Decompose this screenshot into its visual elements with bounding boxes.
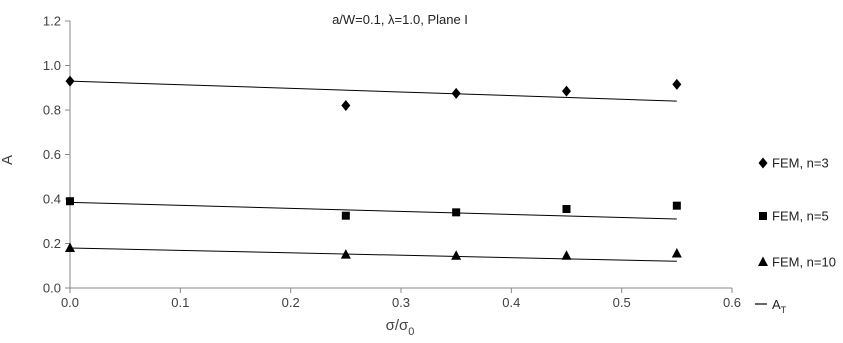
y-tick-label: 0.6 <box>43 147 61 162</box>
data-point-square <box>672 201 681 210</box>
legend: FEM, n=3 FEM, n=5 FEM, n=10 AT <box>755 156 836 315</box>
y-tick-label: 0.4 <box>43 192 61 207</box>
y-tick-label: 0.0 <box>43 281 61 296</box>
x-axis-title-sub: 0 <box>408 326 414 338</box>
data-point-diamond <box>562 85 571 97</box>
y-tick-label: 1.0 <box>43 58 61 73</box>
data-point-square <box>66 197 74 206</box>
x-axis-title: σ/σ0 <box>386 317 415 338</box>
data-point-diamond <box>451 87 461 99</box>
y-tick-label: 0.8 <box>43 103 61 118</box>
x-tick-label: 0.3 <box>392 295 410 310</box>
data-point-diamond <box>341 100 351 112</box>
x-tick-label: 0.4 <box>502 295 520 310</box>
y-axis-title: A <box>0 155 16 165</box>
data-point-diamond <box>672 78 682 90</box>
axes: 0.0 0.1 0.2 0.3 0.4 0.5 0.6 0.0 0.2 0.4 0.6 0.8 1.0 1… <box>43 14 741 311</box>
legend-label-trend-main: A <box>772 297 781 312</box>
legend-marker-square <box>759 212 767 220</box>
data-point-triangle <box>561 250 572 260</box>
data-points <box>65 75 682 260</box>
legend-label: FEM, n=5 <box>772 209 829 224</box>
data-point-triangle <box>65 242 75 252</box>
x-tick-label: 0.6 <box>723 295 741 310</box>
data-point-square <box>341 211 350 220</box>
legend-label-trend: AT <box>772 297 787 315</box>
data-point-triangle <box>340 249 351 259</box>
x-tick-label: 0.5 <box>613 295 631 310</box>
trend-line-1 <box>69 80 677 102</box>
data-point-triangle <box>451 250 462 260</box>
chart-title: a/W=0.1, λ=1.0, Plane I <box>332 12 468 27</box>
y-tick-label: 1.2 <box>43 14 61 29</box>
x-tick-label: 0.0 <box>61 295 79 310</box>
legend-marker-diamond <box>758 157 768 169</box>
legend-label-trend-sub: T <box>781 305 787 315</box>
trend-line-3 <box>69 247 677 262</box>
x-tick-label: 0.1 <box>171 295 189 310</box>
trend-line-2 <box>69 201 677 220</box>
data-point-square <box>562 205 571 214</box>
legend-label: FEM, n=3 <box>772 156 829 171</box>
data-point-square <box>452 208 461 217</box>
y-tick-label: 0.2 <box>43 236 61 251</box>
trend-lines <box>69 80 677 262</box>
data-point-diamond <box>65 75 75 87</box>
legend-label: FEM, n=10 <box>772 255 836 270</box>
data-point-triangle <box>671 248 682 258</box>
legend-marker-triangle <box>758 256 768 266</box>
x-axis-title-main: σ/σ <box>386 317 409 334</box>
x-tick-label: 0.2 <box>282 295 300 310</box>
